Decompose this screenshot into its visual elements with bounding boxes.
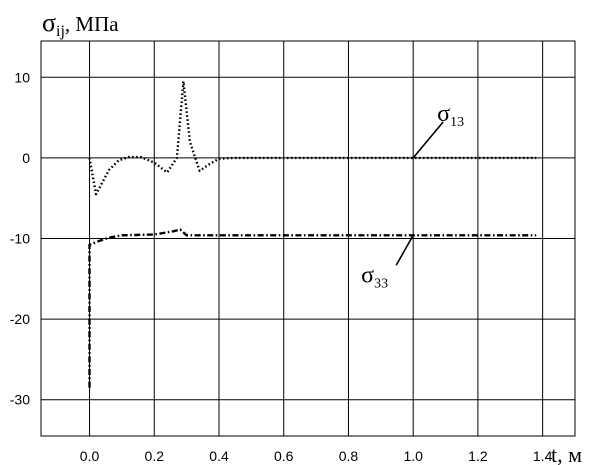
y-axis-title-sigma: σ: [42, 8, 56, 37]
y-axis-title-subscript: ij: [56, 23, 65, 40]
y-axis-title: σij, МПа: [42, 8, 119, 40]
x-tick-label: 1.2: [468, 448, 488, 464]
y-axis-title-unit: , МПа: [65, 12, 119, 36]
series-label-subscript: 13: [450, 115, 464, 130]
grid: [41, 41, 575, 436]
series-group: [88, 80, 537, 388]
series-label: σ13: [437, 101, 464, 130]
x-tick-label: 0.8: [339, 448, 359, 464]
series-line-σ33: [88, 228, 537, 388]
x-tick-label: 0.2: [145, 448, 165, 464]
y-tick-label: -10: [10, 231, 30, 247]
y-tick-label: -30: [10, 392, 30, 408]
y-tick-label: -20: [10, 311, 30, 327]
x-tick-label: 0.0: [80, 448, 100, 464]
tick-labels: 0.0 0.2 0.4 0.6 0.8 1.0 1.2 1.4 10 0 -10 -20 -30: [10, 69, 553, 464]
series-label-sigma: σ: [437, 101, 450, 127]
x-tick-label: 1.4: [533, 448, 553, 464]
x-tick-label: 1.0: [403, 448, 423, 464]
y-tick-label: 10: [14, 69, 30, 85]
y-tick-label: 0: [22, 150, 30, 166]
x-axis-title: t, м: [551, 442, 582, 465]
x-tick-label: 0.6: [274, 448, 294, 464]
series-line-σ13: [88, 80, 537, 196]
plot-frame: [40, 40, 576, 437]
series-label-sigma: σ: [361, 262, 374, 288]
series-label-subscript: 33: [374, 276, 388, 291]
series-label-leader: [412, 121, 444, 159]
series-label: σ33: [361, 262, 388, 291]
series-label-leader: [395, 234, 414, 266]
x-tick-label: 0.4: [209, 448, 229, 464]
